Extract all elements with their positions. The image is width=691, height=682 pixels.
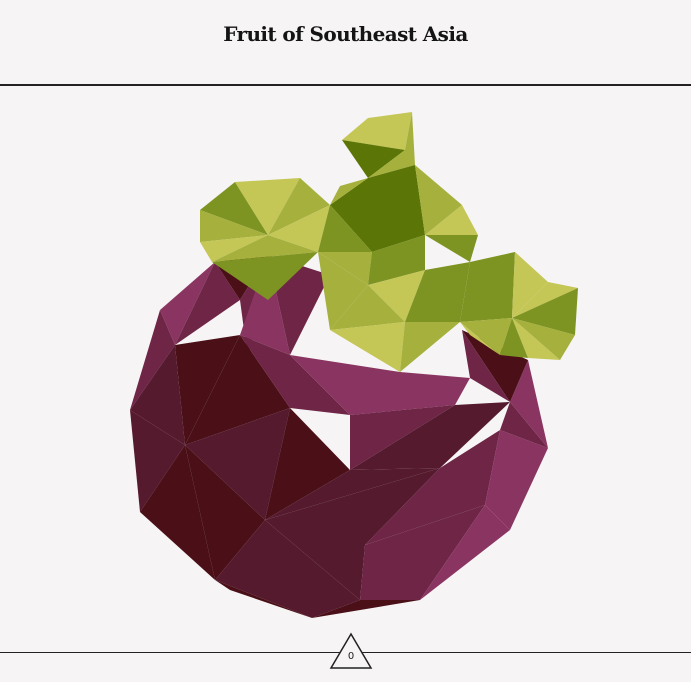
leaf-facet bbox=[512, 252, 548, 318]
body-facet bbox=[265, 468, 440, 600]
page-number: 0 bbox=[347, 651, 355, 662]
leaf-facet bbox=[330, 285, 405, 330]
leaf-facet bbox=[512, 318, 575, 360]
leaf-facet bbox=[415, 165, 462, 235]
body-facet bbox=[215, 520, 360, 618]
leaf-facet bbox=[318, 205, 372, 252]
leaf-facet bbox=[512, 282, 578, 318]
leaf-facet bbox=[512, 318, 560, 360]
leaf-facet bbox=[512, 288, 578, 335]
leaf-facet bbox=[460, 322, 500, 355]
body-facet bbox=[420, 505, 510, 600]
leaf-facet bbox=[400, 322, 460, 372]
leaf-facet bbox=[425, 235, 478, 262]
leaf-facet bbox=[425, 205, 478, 235]
body-facet bbox=[350, 402, 510, 470]
leaf-facet bbox=[268, 205, 330, 252]
leaf-facet bbox=[460, 252, 515, 322]
body-facet bbox=[130, 310, 175, 410]
leaf-facet bbox=[200, 210, 268, 242]
body-facet bbox=[290, 355, 470, 415]
body-facet bbox=[312, 600, 420, 618]
body-facet bbox=[130, 410, 185, 512]
calyx-right-leaf bbox=[460, 252, 578, 360]
calyx-left-leaf bbox=[200, 178, 330, 300]
body-facet bbox=[175, 335, 240, 445]
body-facet bbox=[500, 402, 548, 448]
body-facet bbox=[160, 262, 215, 345]
body-facet bbox=[510, 360, 548, 448]
leaf-facet bbox=[330, 165, 425, 252]
leaf-facet bbox=[318, 252, 372, 285]
leaf-facet bbox=[500, 318, 528, 358]
body-facet bbox=[175, 262, 240, 345]
leaf-facet bbox=[212, 252, 318, 300]
body-facet bbox=[462, 330, 510, 402]
body-facet bbox=[365, 430, 500, 545]
leaf-facet bbox=[200, 182, 268, 235]
body-facet bbox=[185, 408, 290, 520]
stem-facet bbox=[368, 112, 415, 178]
body-facet bbox=[185, 335, 290, 445]
triangle-icon[interactable] bbox=[329, 632, 373, 670]
leaf-facet bbox=[368, 270, 425, 322]
leaf-facet bbox=[460, 318, 512, 355]
header: Fruit of Southeast Asia bbox=[0, 0, 691, 86]
body-facet bbox=[185, 445, 265, 580]
body-facet bbox=[130, 345, 185, 445]
body-facet bbox=[462, 330, 528, 402]
calyx-center bbox=[318, 112, 478, 372]
mangosteen-illustration bbox=[130, 112, 578, 618]
stem-facet bbox=[342, 112, 412, 150]
body-facet bbox=[240, 335, 350, 415]
body-facet bbox=[140, 445, 215, 580]
body-facet bbox=[485, 430, 548, 530]
body-facet bbox=[215, 580, 312, 618]
leaf-facet bbox=[330, 322, 405, 372]
fruit-body bbox=[130, 255, 548, 618]
leaf-facet bbox=[405, 262, 470, 322]
leaf-facet bbox=[212, 235, 318, 262]
body-facet bbox=[240, 255, 290, 355]
leaf-facet bbox=[200, 235, 268, 262]
page-title: Fruit of Southeast Asia bbox=[223, 22, 468, 46]
body-facet bbox=[360, 505, 485, 600]
leaf-facet bbox=[318, 252, 368, 330]
stem-facet bbox=[342, 140, 405, 178]
leaf-facet bbox=[268, 178, 330, 235]
leaf-facet bbox=[235, 178, 300, 235]
leaf-facet bbox=[368, 235, 425, 285]
body-facet bbox=[265, 408, 350, 520]
leaf-facet bbox=[330, 178, 368, 205]
